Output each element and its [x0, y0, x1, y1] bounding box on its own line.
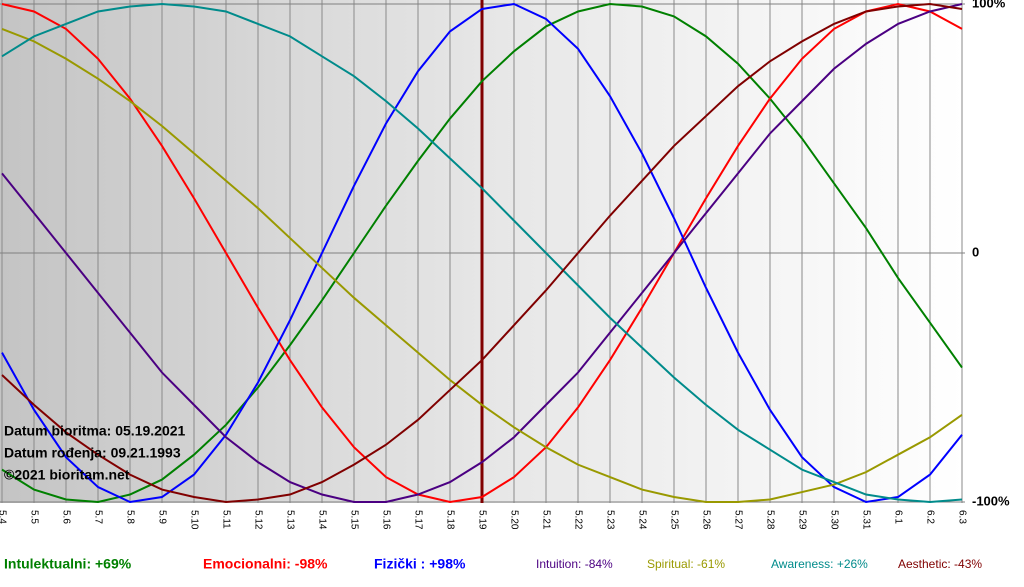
x-tick-label: 5.30 [828, 510, 839, 530]
legend-entry: Emocionalni: -98% [203, 556, 328, 572]
annotation: Datum bioritma: 05.19.2021 [4, 423, 186, 439]
x-tick-label: 5.4 [0, 510, 7, 524]
x-tick-label: 5.11 [220, 510, 231, 529]
x-tick-label: 5.27 [732, 510, 743, 530]
annotation: ©2021 bioritam.net [4, 467, 130, 483]
series-line [1, 3, 963, 503]
y-tick-label: 0 [972, 244, 979, 259]
x-tick-label: 5.10 [188, 510, 199, 530]
series-line [1, 2, 963, 504]
legend-entry: Aesthetic: -43% [898, 557, 982, 571]
series-line [1, 2, 963, 504]
legend-entry: Intuition: -84% [536, 557, 613, 571]
series-line [1, 2, 963, 504]
x-tick-label: 5.15 [348, 510, 359, 530]
y-tick-label: -100% [972, 493, 1010, 508]
x-tick-label: 5.13 [284, 510, 295, 530]
x-tick-label: 5.29 [796, 510, 807, 530]
x-tick-label: 6.3 [956, 510, 967, 524]
series-line [1, 2, 963, 504]
x-tick-label: 6.2 [924, 510, 935, 524]
x-tick-label: 5.31 [860, 510, 871, 530]
x-tick-label: 5.22 [572, 510, 583, 530]
labels: 5.4 5.5 5.6 5.7 5.8 5.9 5.10 5.11 5.12 5.13 5.14 5.… [0, 0, 1010, 572]
lines [1, 0, 963, 504]
legend-entry: Awareness: +26% [771, 557, 868, 571]
x-tick-label: 5.7 [92, 510, 103, 524]
legend-entry: Intulektualni: +69% [4, 556, 132, 572]
x-tick-label: 5.26 [700, 510, 711, 530]
y-tick-label: 100% [972, 0, 1006, 10]
x-tick-label: 5.20 [508, 510, 519, 530]
x-tick-label: 5.24 [636, 510, 647, 530]
x-tick-label: 5.6 [60, 510, 71, 524]
x-tick-label: 5.25 [668, 510, 679, 530]
series-line [1, 2, 963, 504]
legend-entry: Spiritual: -61% [647, 557, 725, 571]
x-tick-label: 5.12 [252, 510, 263, 530]
x-tick-label: 5.23 [604, 510, 615, 530]
x-tick-label: 5.17 [412, 510, 423, 530]
x-tick-label: 5.9 [156, 510, 167, 524]
legend-entry: Fizički : +98% [374, 556, 466, 572]
x-tick-label: 5.28 [764, 510, 775, 530]
x-tick-label: 5.8 [124, 510, 135, 524]
x-tick-label: 5.18 [444, 510, 455, 530]
x-tick-label: 5.19 [476, 510, 487, 530]
x-tick-label: 5.16 [380, 510, 391, 530]
x-tick-label: 5.14 [316, 510, 327, 530]
x-tick-label: 5.5 [28, 510, 39, 524]
series-line [1, 27, 963, 503]
annotation: Datum rođenja: 09.21.1993 [4, 445, 181, 461]
x-tick-label: 5.21 [540, 510, 551, 530]
x-tick-label: 6.1 [892, 510, 903, 524]
